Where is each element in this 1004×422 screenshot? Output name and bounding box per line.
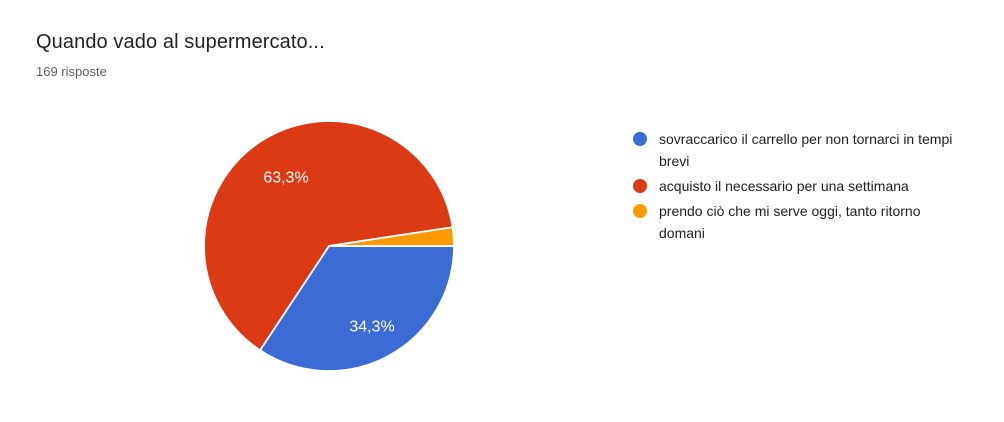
legend-label: acquisto il necessario per una settimana [659, 178, 909, 194]
pie-label-sovraccarico: 34,3% [349, 319, 394, 336]
pie-slice-prendo[interactable] [328, 226, 455, 247]
question-title: Quando vado al supermercato... [36, 31, 325, 53]
legend-label: prendo ciò che mi serve oggi, tanto rito… [659, 203, 921, 241]
legend-dot-orange-icon [633, 204, 647, 218]
legend-label: sovraccarico il carrello per non tornarc… [659, 131, 953, 169]
responses-count: 169 risposte [36, 64, 107, 79]
pie-label-acquisto: 63,3% [263, 170, 308, 187]
legend-dot-red-icon [633, 179, 647, 193]
legend-item-sovraccarico: sovraccarico il carrello per non tornarc… [633, 128, 963, 172]
legend-item-acquisto: acquisto il necessario per una settimana [633, 175, 963, 197]
pie-slice-acquisto[interactable] [203, 120, 454, 352]
pie-chart: 63,3% 34,3% [203, 120, 455, 372]
legend-item-prendo: prendo ciò che mi serve oggi, tanto rito… [633, 200, 963, 244]
legend-dot-blue-icon [633, 132, 647, 146]
chart-legend: sovraccarico il carrello per non tornarc… [633, 128, 963, 247]
